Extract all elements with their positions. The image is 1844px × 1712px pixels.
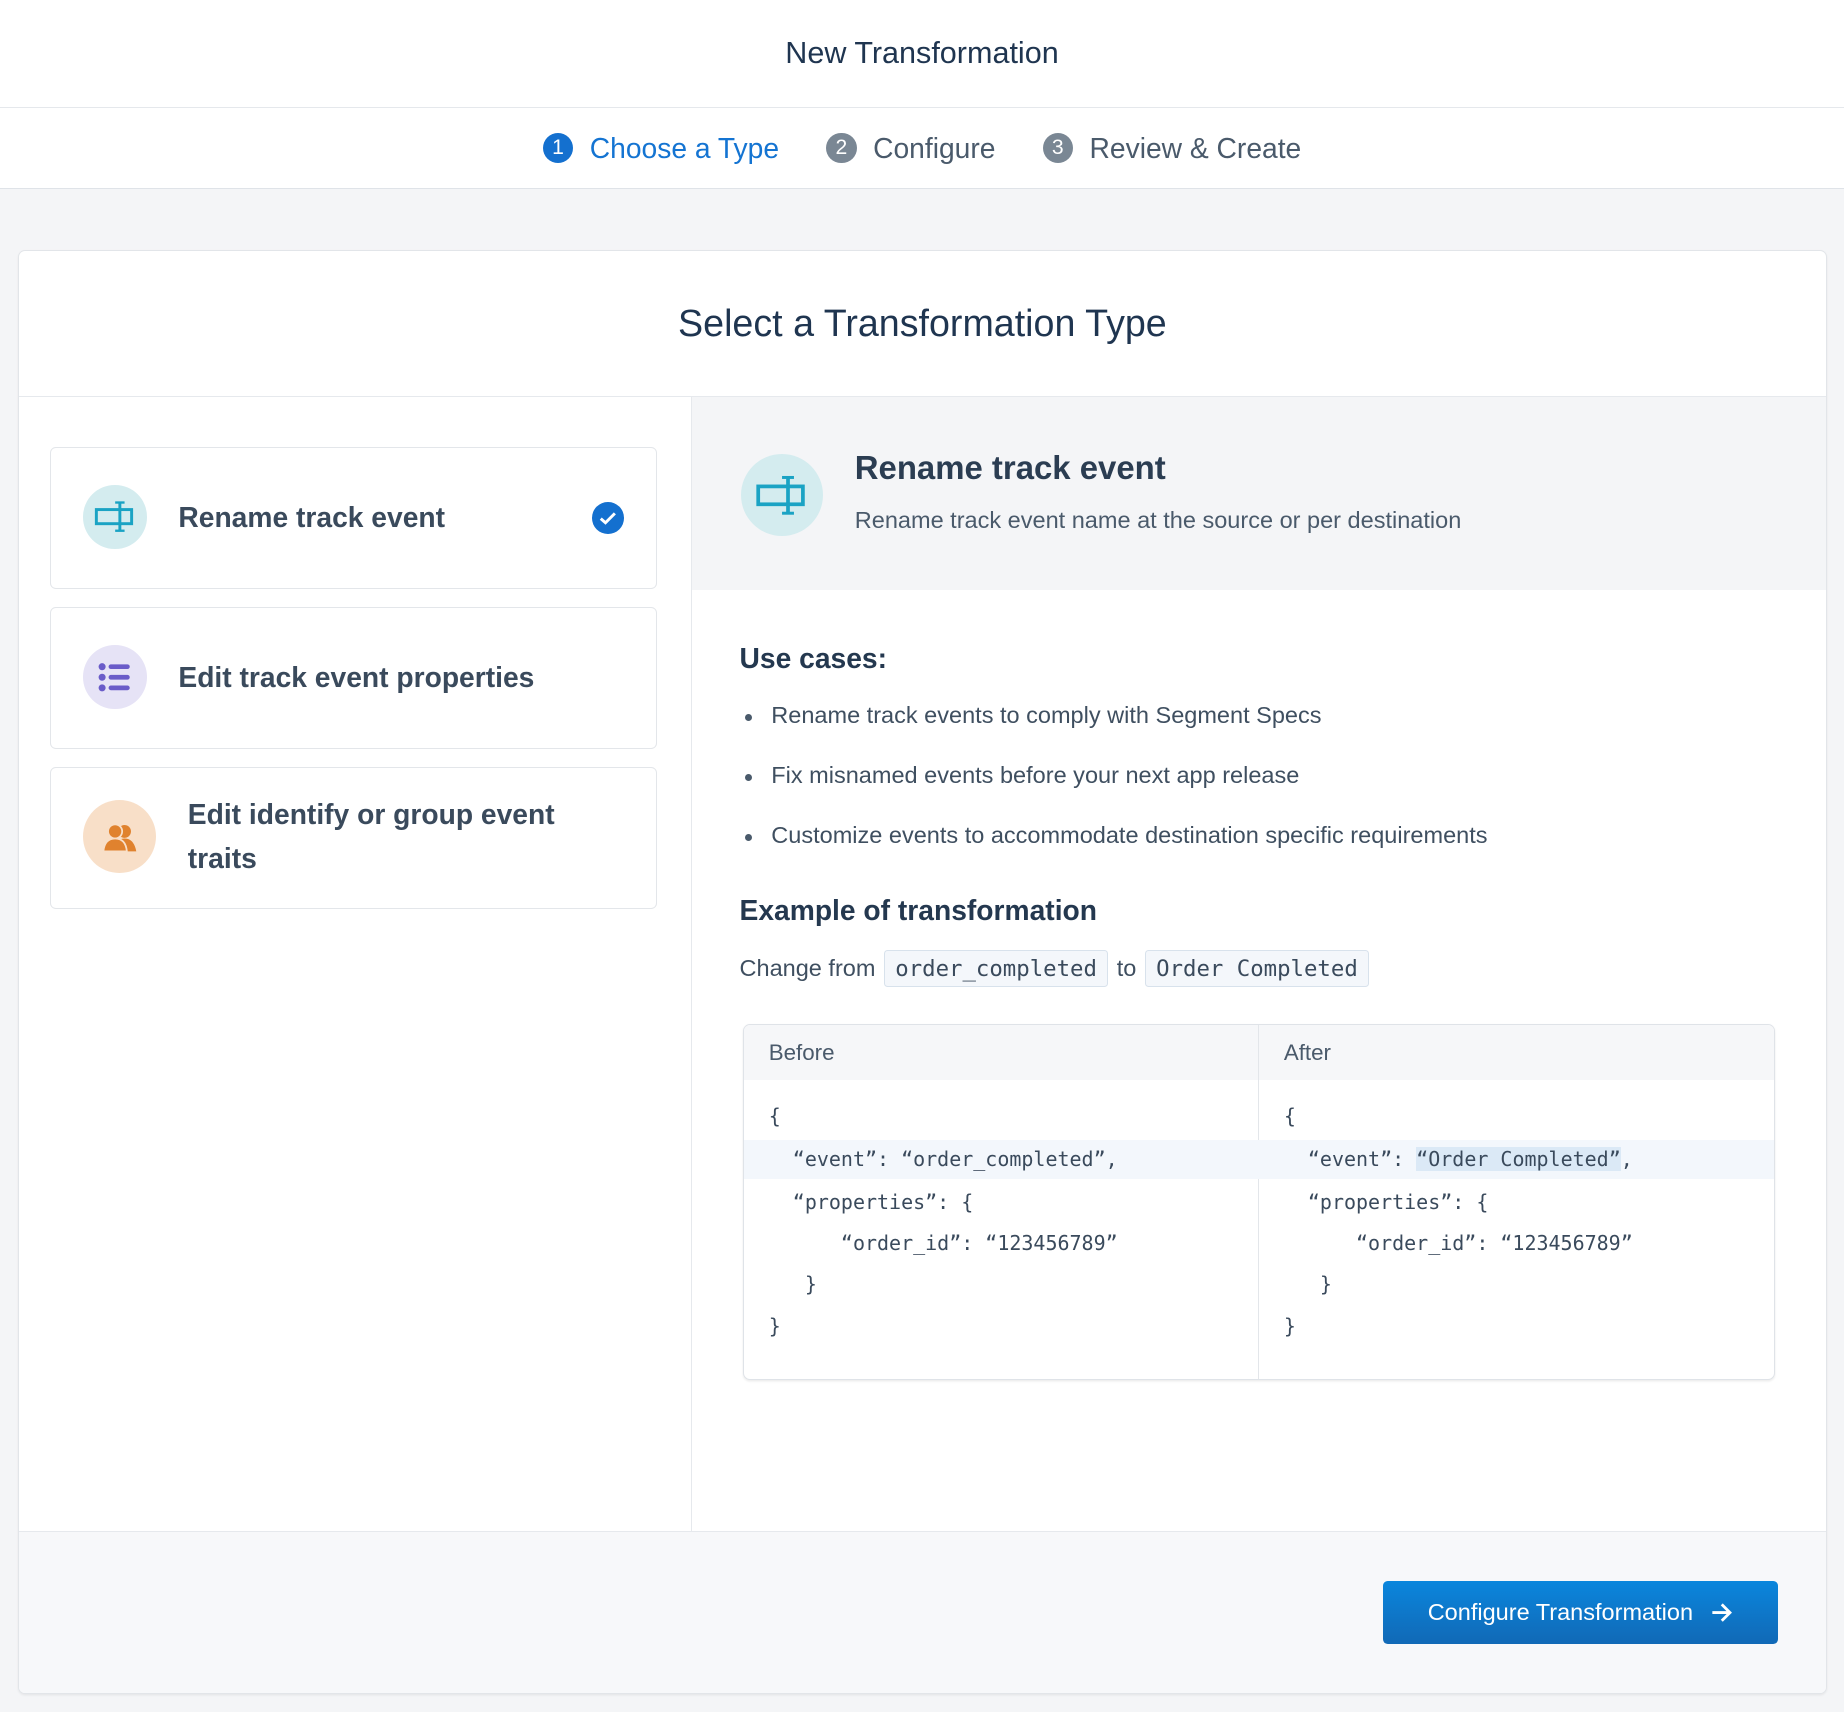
step-number: 2 [826, 132, 857, 164]
code-line-highlighted: “event”: “order_completed”, [744, 1140, 1284, 1180]
type-label: Rename track event [178, 500, 446, 533]
after-column: After { “event”: “Order Completed”, “pro… [1259, 1025, 1775, 1379]
change-from-label: Change from [739, 955, 876, 982]
arrow-right-icon [1711, 1603, 1732, 1622]
code-line-highlighted: “event”: “Order Completed”, [1259, 1140, 1775, 1180]
use-case-item: Fix misnamed events before your next app… [745, 761, 1300, 788]
type-option-edit-track-properties[interactable]: Edit track event properties [50, 606, 657, 749]
rename-icon [83, 485, 147, 549]
step-label: Configure [873, 131, 996, 164]
detail-header: Rename track event Rename track event na… [692, 397, 1827, 591]
code-line: “order_id”: “123456789” [1283, 1230, 1633, 1255]
step-number: 3 [1042, 132, 1074, 164]
code-line: { [1283, 1103, 1296, 1128]
step-choose-type[interactable]: 1 Choose a Type [542, 131, 780, 165]
step-configure[interactable]: 2 Configure [826, 132, 995, 165]
use-cases-heading: Use cases: [739, 641, 887, 674]
list-icon [83, 645, 147, 709]
code-line: “order_id”: “123456789” [768, 1230, 1118, 1255]
after-header: After [1259, 1025, 1775, 1081]
check-circle-icon [592, 501, 625, 534]
configure-transformation-button[interactable]: Configure Transformation [1382, 1581, 1778, 1644]
before-header: Before [744, 1025, 1258, 1081]
button-label: Configure Transformation [1427, 1599, 1694, 1626]
page-title: New Transformation [785, 36, 1059, 70]
card-title: Select a Transformation Type [18, 251, 1827, 398]
type-list: Rename track event Edit track event prop… [19, 397, 693, 1531]
transformation-type-card: Select a Transformation Type Rename trac… [17, 250, 1828, 1695]
detail-subtitle: Rename track event name at the source or… [854, 506, 1462, 533]
step-review-create[interactable]: 3 Review & Create [1042, 131, 1302, 165]
to-label: to [1116, 955, 1137, 982]
code-line: “properties”: { [768, 1189, 974, 1214]
code-text: , [1620, 1147, 1633, 1172]
users-icon [83, 800, 157, 874]
stepper: 1 Choose a Type 2 Configure 3 Review & Crea… [0, 108, 1844, 190]
before-after-table: Before { “event”: “order_completed”, “pr… [743, 1024, 1776, 1381]
before-column: Before { “event”: “order_completed”, “pr… [744, 1025, 1284, 1380]
example-heading: Example of transformation [739, 893, 1098, 926]
step-label: Choose a Type [589, 131, 780, 164]
step-label: Review & Create [1089, 131, 1302, 164]
type-option-rename-track-event[interactable]: Rename track event [50, 446, 657, 589]
code-line: } [768, 1314, 781, 1339]
from-value-chip: order_completed [883, 950, 1109, 988]
code-line: } [768, 1272, 817, 1297]
code-line: } [1283, 1272, 1332, 1297]
step-number: 1 [542, 132, 574, 164]
type-label: Edit identify or group event traits [187, 798, 555, 874]
changed-value-highlight: “Order Completed” [1416, 1147, 1621, 1172]
card-title-text: Select a Transformation Type [678, 302, 1167, 345]
code-line: “properties”: { [1283, 1189, 1489, 1214]
type-label: Edit track event properties [178, 660, 535, 693]
code-text: “event”: [1283, 1147, 1417, 1172]
page-header: New Transformation [0, 0, 1844, 109]
use-case-item: Customize events to accommodate destinat… [745, 821, 1488, 848]
rename-icon [740, 453, 823, 537]
card-footer: Configure Transformation [18, 1530, 1827, 1694]
type-option-edit-identify-group-traits[interactable]: Edit identify or group event traits [50, 766, 657, 909]
use-case-item: Rename track events to comply with Segme… [745, 701, 1322, 728]
to-value-chip: Order Completed [1144, 950, 1370, 988]
change-description: Change from order_completed to Order Com… [739, 950, 1370, 988]
code-line: } [1283, 1314, 1296, 1339]
code-line: { [768, 1103, 781, 1128]
detail-title: Rename track event [854, 449, 1166, 487]
